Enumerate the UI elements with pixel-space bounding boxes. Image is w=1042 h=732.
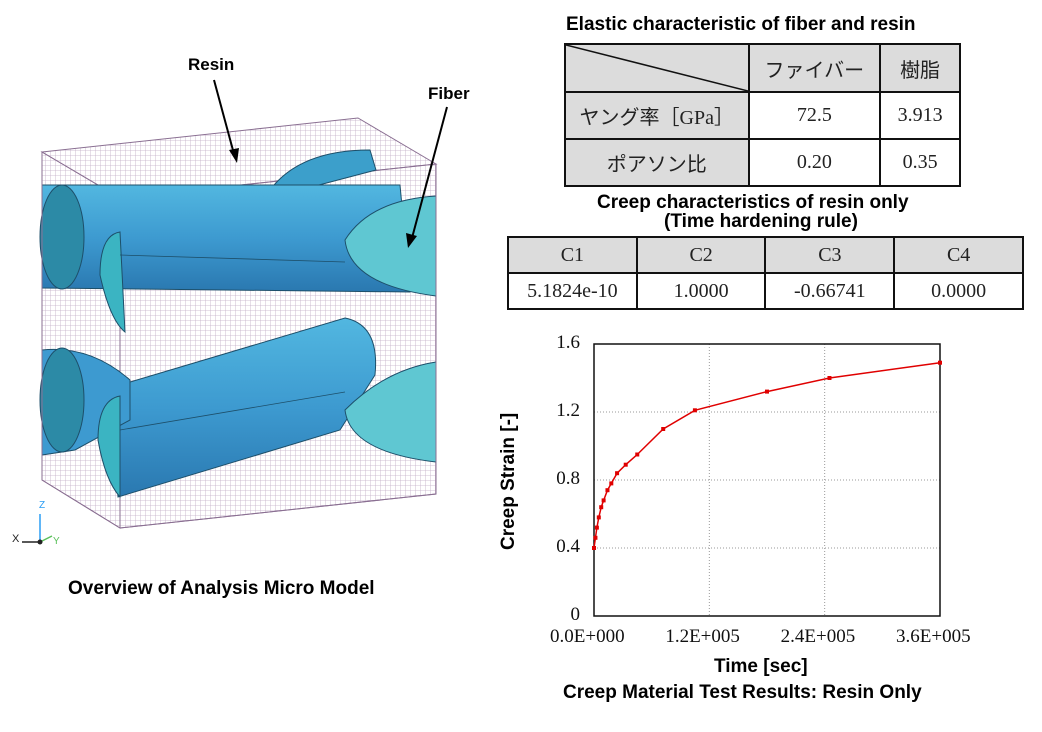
y-tick-label: 0.8 [556,468,580,489]
model-caption: Overview of Analysis Micro Model [68,578,375,599]
header-c1: C1 [507,236,638,274]
data-point [592,546,596,550]
table-row: C1 C2 C3 C4 [507,236,1024,274]
data-point [765,389,769,394]
creep-title-line2: (Time hardening rule) [664,211,858,232]
header-c4: C4 [893,236,1024,274]
elastic-title: Elastic characteristic of fiber and resi… [566,14,916,35]
table-row: 5.1824e-10 1.0000 -0.66741 0.0000 [507,272,1024,310]
cell-youngs-fiber: 72.5 [747,91,882,140]
row-label-youngs: ヤング率［GPa］ [564,91,750,140]
fiber-lower [39,317,437,499]
elastic-table: ファイバー 樹脂 ヤング率［GPa］ 72.5 3.913 ポアソン比 0.20… [564,43,961,187]
creep-curve [593,361,941,549]
diagonal-line [566,45,748,91]
axis-x-label: X [12,533,20,545]
data-point [623,462,628,467]
fiber-label: Fiber [428,84,470,103]
fiber-arrow [406,106,448,248]
data-point [593,535,598,540]
table-row: ファイバー 樹脂 [564,43,961,93]
data-point [601,498,606,503]
header-fiber: ファイバー [747,43,882,93]
creep-table: C1 C2 C3 C4 5.1824e-10 1.0000 -0.66741 0… [507,236,1024,310]
value-c1: 5.1824e-10 [507,272,638,310]
box-edges [41,152,437,529]
header-c2: C2 [635,236,767,274]
axis-triad [22,514,53,545]
resin-arrow [213,79,239,163]
x-tick-label: 0.0E+000 [550,626,625,647]
data-point [596,515,601,520]
data-point [827,376,832,380]
chart-grid [594,344,940,616]
x-axis-label: Time [sec] [714,656,808,677]
axis-y-label: Y [53,536,60,547]
axis-z-label: Z [39,500,46,511]
cell-poisson-fiber: 0.20 [747,138,882,187]
y-tick-label: 1.6 [556,332,580,353]
table-row: ポアソン比 0.20 0.35 [564,138,961,187]
plot-frame [593,343,941,617]
creep-title-line1: Creep characteristics of resin only [597,192,909,213]
data-point [635,452,640,457]
y-tick-label: 1.2 [556,400,580,421]
x-tick-label: 2.4E+005 [780,626,856,647]
chart-series [592,360,942,550]
header-c3: C3 [764,236,896,274]
row-label-poisson: ポアソン比 [564,138,750,187]
y-axis-label: Creep Strain [-] [498,412,519,550]
data-point [594,525,599,530]
resin-label: Resin [188,55,235,74]
diagonal-header-cell [564,43,750,93]
data-point [615,471,620,476]
data-point [605,488,610,493]
cell-youngs-resin: 3.913 [879,91,961,140]
data-point [692,408,697,413]
cell-poisson-resin: 0.35 [879,138,961,187]
micro-model-figure [22,79,448,545]
x-tick-label: 3.6E+005 [896,626,971,647]
value-c4: 0.0000 [893,272,1024,310]
value-c2: 1.0000 [635,272,767,310]
data-point [599,505,604,510]
y-tick-label: 0.4 [556,536,580,557]
data-point [609,481,614,486]
x-tick-label: 1.2E+005 [665,626,740,647]
value-c3: -0.66741 [764,272,896,310]
data-point [661,427,666,431]
chart-title: Creep Material Test Results: Resin Only [563,682,922,703]
fiber-upper [39,149,437,334]
data-point [938,360,942,365]
header-resin: 樹脂 [879,43,961,93]
y-tick-label: 0 [570,604,581,625]
table-row: ヤング率［GPa］ 72.5 3.913 [564,91,961,140]
